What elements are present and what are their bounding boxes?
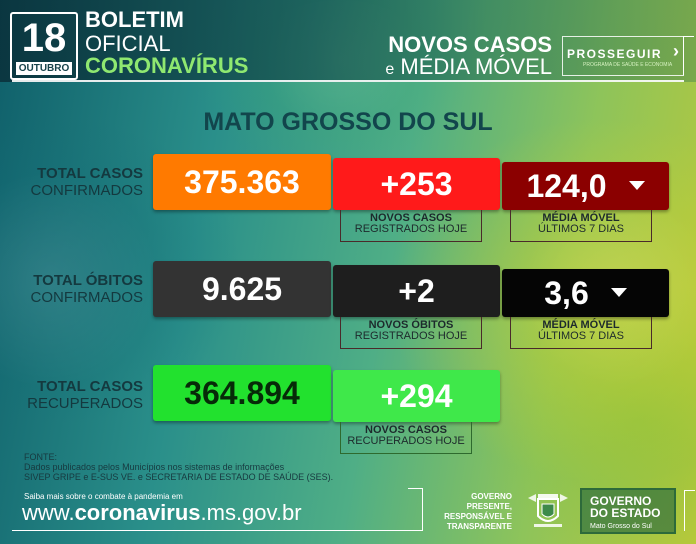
caption-bold: NOVOS ÓBITOS <box>368 319 454 331</box>
header-divider <box>12 80 684 82</box>
row-label-total-cases: TOTAL CASOS CONFIRMADOS <box>10 165 144 199</box>
row-label-normal: CONFIRMADOS <box>30 182 144 199</box>
new-cases-value: +253 <box>333 158 500 210</box>
headline-new-cases: NOVOS CASOS <box>388 32 552 57</box>
state-title: MATO GROSSO DO SUL <box>203 108 493 136</box>
total-deaths-value: 9.625 <box>153 261 331 317</box>
prosseguir-logo-text: PROSSEGUIR <box>567 47 663 61</box>
cases-moving-average-value: 124,0 <box>526 168 607 204</box>
caption-normal: ÚLTIMOS 7 DIAS <box>538 223 624 235</box>
headline-moving-average-text: MÉDIA MÓVEL <box>400 54 552 79</box>
row-label-total-deaths: TOTAL ÓBITOS CONFIRMADOS <box>10 272 144 306</box>
source-line: SIVEP GRIPE e E-SUS VE. e SECRETARIA DE … <box>24 472 334 482</box>
row-label-normal: RECUPERADOS <box>27 395 143 412</box>
prosseguir-logo: PROSSEGUIR PROGRAMA DE SAÚDE E ECONOMIA … <box>562 36 684 76</box>
total-cases-value: 375.363 <box>153 154 331 210</box>
state-crest-icon <box>528 494 568 527</box>
row-label-bold: TOTAL CASOS <box>37 165 143 182</box>
caption-normal: ÚLTIMOS 7 DIAS <box>538 330 624 342</box>
tagline-line: RESPONSÁVEL E <box>444 512 512 521</box>
caption-bold: MÉDIA MÓVEL <box>542 319 620 331</box>
headline-moving-average: e MÉDIA MÓVEL <box>360 56 552 81</box>
website-domain: coronavirus <box>74 500 201 525</box>
cases-moving-average: 124,0 <box>502 162 669 210</box>
source-title: FONTE: <box>24 452 57 462</box>
government-logo-line1: GOVERNO <box>590 494 652 508</box>
deaths-average-caption: MÉDIA MÓVEL ÚLTIMOS 7 DIAS <box>510 317 652 349</box>
boletim-subtitle: OFICIAL <box>85 31 171 56</box>
deaths-moving-average: 3,6 <box>502 269 669 317</box>
footer-frame-corner <box>684 490 695 531</box>
trend-down-icon <box>628 181 645 191</box>
boletim-title: BOLETIM <box>85 7 184 32</box>
source-note: FONTE: Dados publicados pelos Municípios… <box>24 452 333 482</box>
caption-bold: NOVOS CASOS <box>365 424 447 436</box>
tagline-line: TRANSPARENTE <box>446 522 512 531</box>
learn-more-text: Saiba mais sobre o combate à pandemia em <box>24 492 183 501</box>
deaths-moving-average-value: 3,6 <box>544 275 589 311</box>
headline-conjunction: e <box>385 61 395 78</box>
tagline-line: PRESENTE, <box>466 502 512 511</box>
government-logo-line3: Mato Grosso do Sul <box>590 523 652 530</box>
header-bar: 18 OUTUBRO BOLETIM OFICIAL CORONAVÍRUS N… <box>0 0 696 82</box>
footer-divider <box>12 530 422 531</box>
chevron-right-icon: › <box>673 41 679 61</box>
caption-normal: RECUPERADOS HOJE <box>347 435 465 447</box>
tagline-line: GOVERNO <box>471 492 512 501</box>
caption-normal: REGISTRADOS HOJE <box>354 223 468 235</box>
row-label-bold: TOTAL CASOS <box>37 378 143 395</box>
row-label-normal: CONFIRMADOS <box>30 289 144 306</box>
government-logo-line2: DO ESTADO <box>590 506 661 520</box>
new-deaths-caption: NOVOS ÓBITOS REGISTRADOS HOJE <box>340 317 482 349</box>
date-day: 18 <box>21 16 67 60</box>
date-badge: 18 OUTUBRO <box>10 12 78 80</box>
new-deaths-value: +2 <box>333 265 500 317</box>
source-line: Dados publicados pelos Municípios nos si… <box>24 462 285 472</box>
government-tagline: GOVERNO PRESENTE, RESPONSÁVEL E TRANSPAR… <box>440 492 512 532</box>
trend-down-icon <box>610 288 627 298</box>
new-recovered-value: +294 <box>333 370 500 422</box>
website-link[interactable]: www.coronavirus.ms.gov.br <box>22 500 302 526</box>
prosseguir-logo-subtext: PROGRAMA DE SAÚDE E ECONOMIA <box>583 62 673 68</box>
boletim-topic: CORONAVÍRUS <box>85 53 249 78</box>
footer-frame-corner <box>408 488 423 531</box>
caption-bold: MÉDIA MÓVEL <box>542 212 620 224</box>
header-frame-corner <box>683 36 694 75</box>
caption-normal: REGISTRADOS HOJE <box>354 330 468 342</box>
new-cases-caption: NOVOS CASOS REGISTRADOS HOJE <box>340 210 482 242</box>
website-prefix: www. <box>22 500 75 525</box>
date-month: OUTUBRO <box>16 62 72 75</box>
government-logo: GOVERNO DO ESTADO Mato Grosso do Sul <box>580 488 676 534</box>
website-suffix: .ms.gov.br <box>200 500 302 525</box>
cases-average-caption: MÉDIA MÓVEL ÚLTIMOS 7 DIAS <box>510 210 652 242</box>
row-label-bold: TOTAL ÓBITOS <box>33 272 143 289</box>
row-label-total-recovered: TOTAL CASOS RECUPERADOS <box>10 378 143 412</box>
new-recovered-caption: NOVOS CASOS RECUPERADOS HOJE <box>340 422 472 454</box>
total-recovered-value: 364.894 <box>153 365 331 421</box>
caption-bold: NOVOS CASOS <box>370 212 452 224</box>
